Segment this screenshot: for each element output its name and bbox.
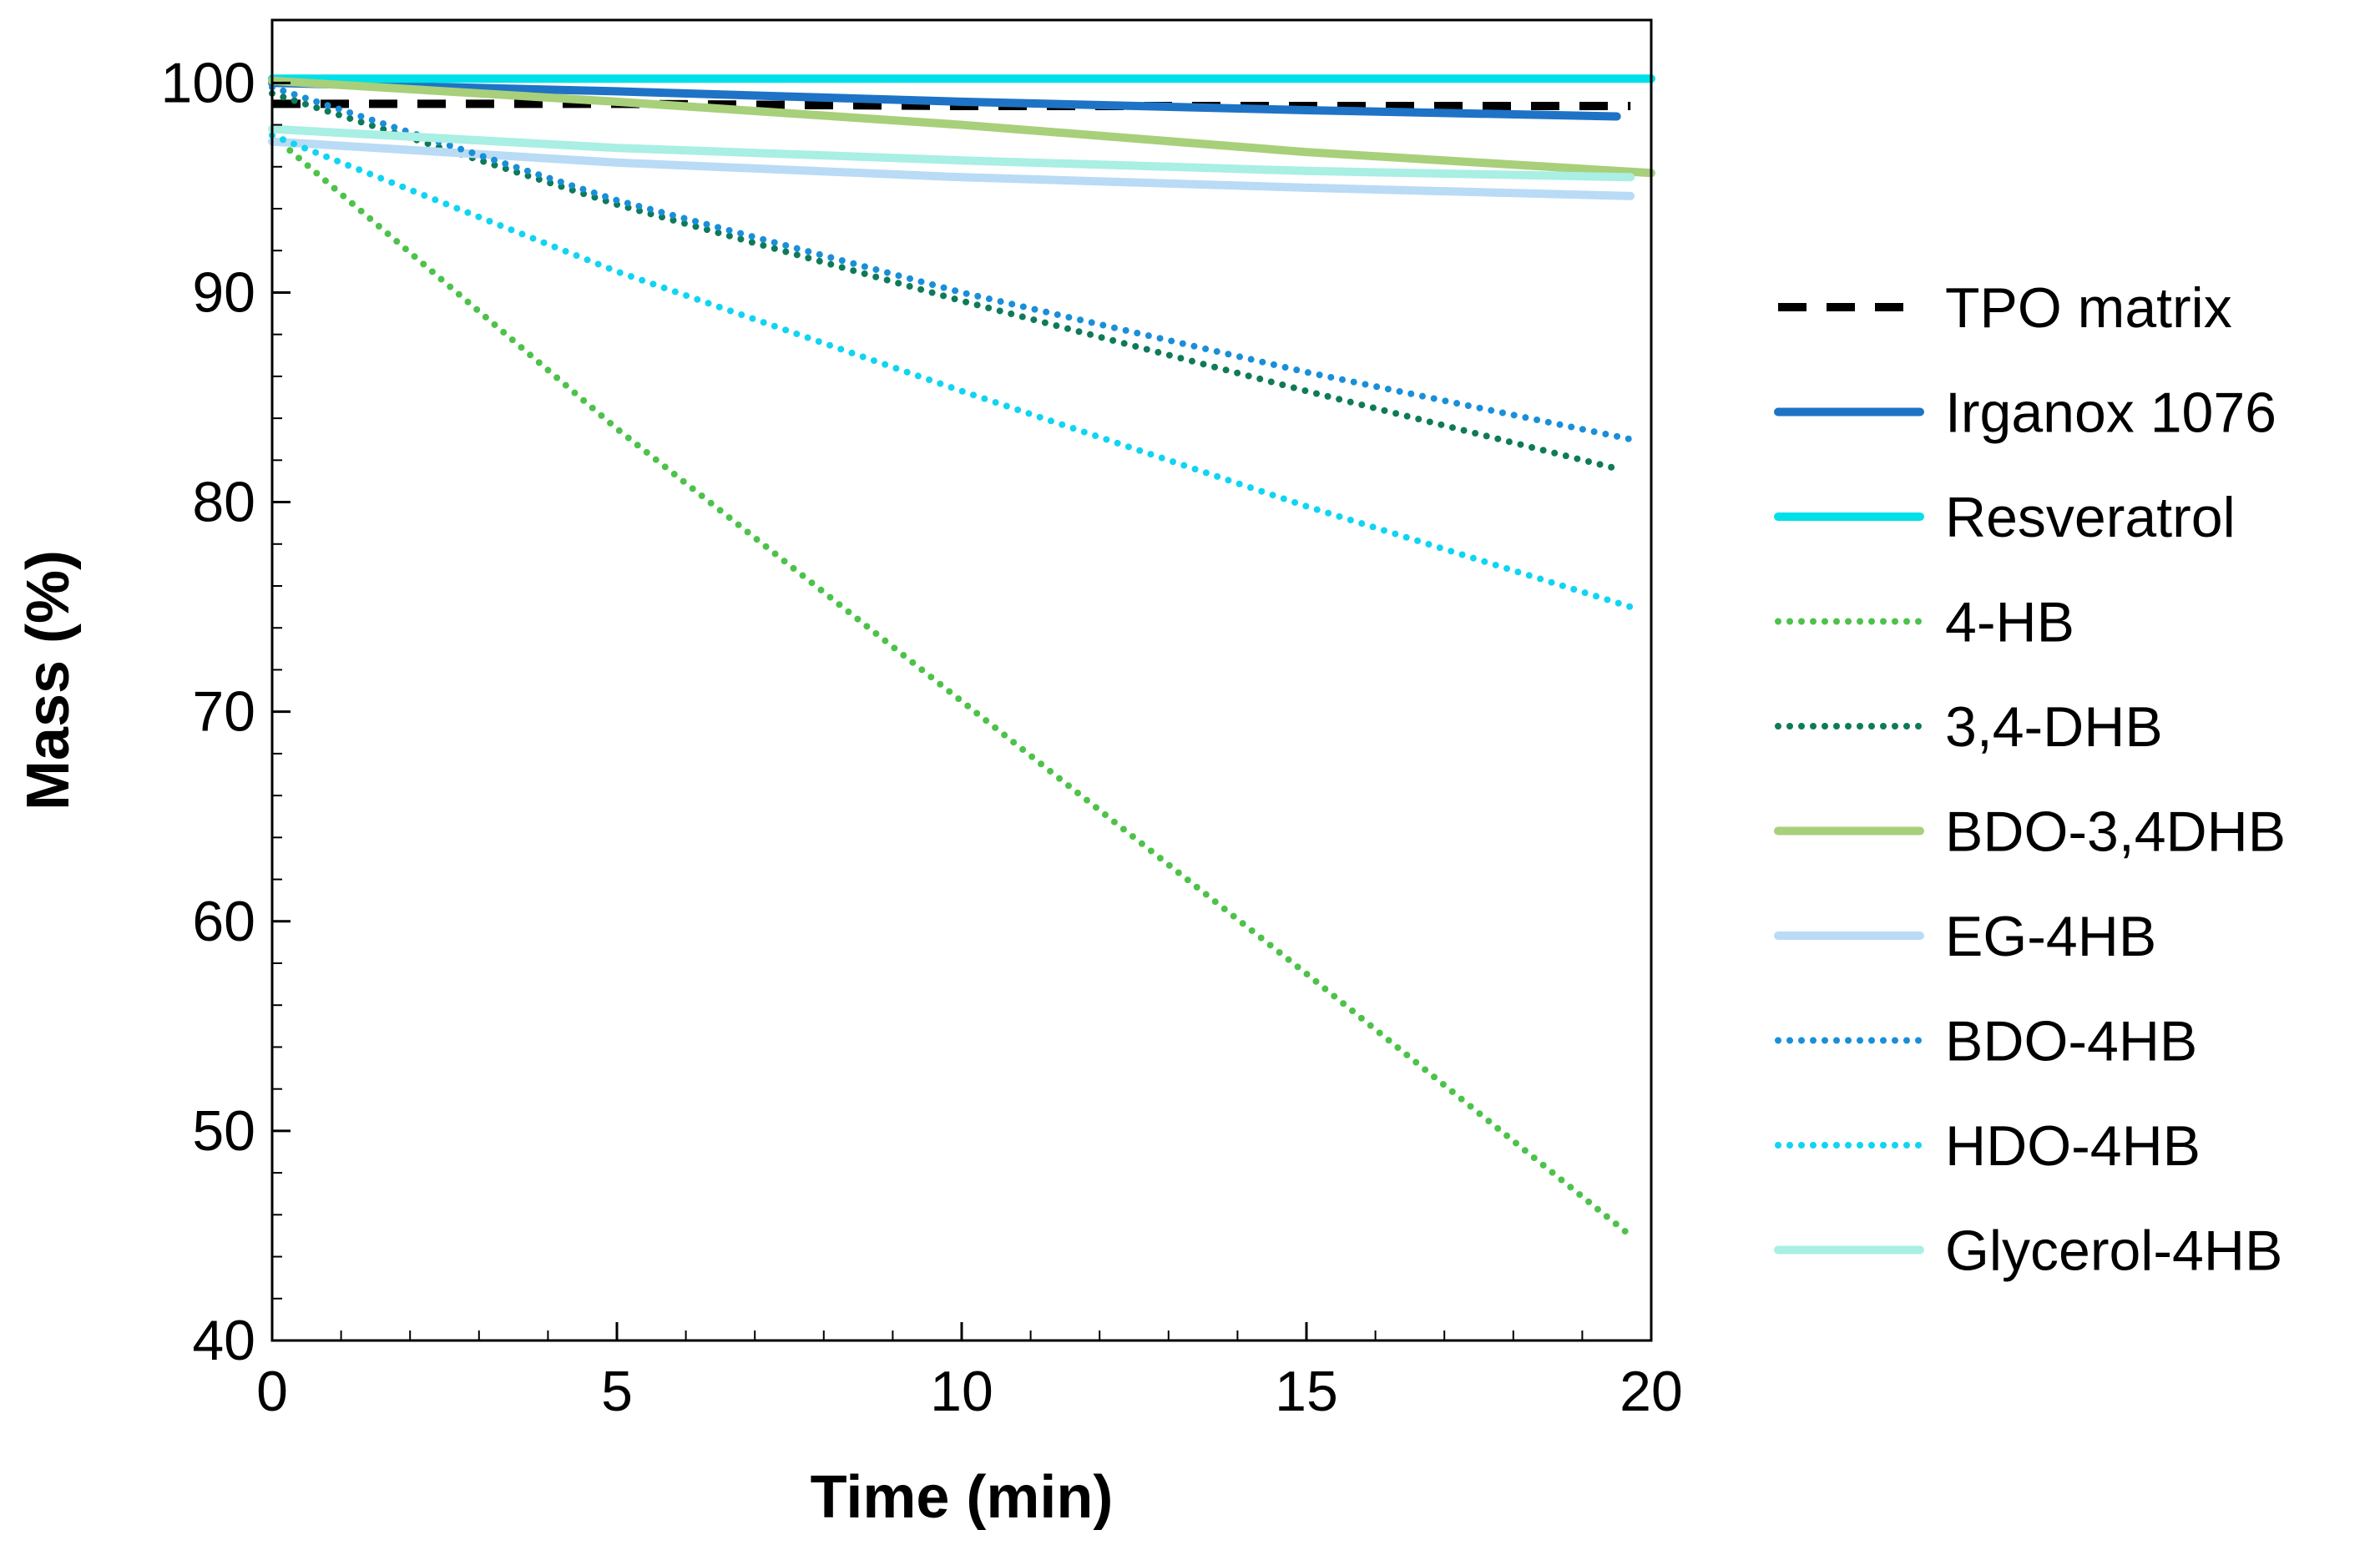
y-tick-label: 100 <box>161 51 255 114</box>
y-tick-label: 60 <box>192 890 255 953</box>
legend-label: 4-HB <box>1945 591 2074 654</box>
x-tick-label: 0 <box>256 1360 288 1423</box>
y-tick-label: 50 <box>192 1099 255 1163</box>
x-axis-title: Time (min) <box>811 1464 1114 1531</box>
x-tick-label: 15 <box>1275 1360 1338 1423</box>
legend-label: EG-4HB <box>1945 905 2156 968</box>
series-layer <box>268 74 1655 1240</box>
x-tick-label: 20 <box>1620 1360 1683 1423</box>
legend-label: BDO-4HB <box>1945 1010 2197 1073</box>
y-axis-title: Mass (%) <box>15 550 82 810</box>
y-tick-label: 80 <box>192 471 255 534</box>
series-line-3-4-dhb <box>269 89 1620 472</box>
legend: TPO matrix Irganox 1076 Resveratrol 4-HB 3,4… <box>1774 276 2286 1283</box>
legend-label: Irganox 1076 <box>1945 381 2276 445</box>
x-tick-label: 5 <box>601 1360 633 1423</box>
series-line-glycerol-4hb <box>268 124 1635 182</box>
legend-label: HDO-4HB <box>1945 1114 2201 1178</box>
y-tick-label: 70 <box>192 680 255 744</box>
legend-label: 3,4-DHB <box>1945 695 2163 759</box>
legend-label: TPO matrix <box>1945 276 2232 340</box>
series-line-irganox-1076 <box>268 78 1621 121</box>
series-line-hdo-4hb <box>269 132 1635 611</box>
legend-label: Resveratrol <box>1945 486 2236 549</box>
series-line-tpo-matrix <box>272 99 1631 110</box>
y-tick-label: 40 <box>192 1309 255 1372</box>
legend-label: Glycerol-4HB <box>1945 1219 2282 1283</box>
y-tick-label: 90 <box>192 260 255 324</box>
series-line-4-hb <box>269 132 1635 1240</box>
series-line-eg-4hb <box>268 137 1635 200</box>
axes-layer: 40 50 60 70 80 90 100 0 5 10 15 20 <box>161 51 1683 1423</box>
series-line-bdo-3-4dhb <box>268 76 1655 178</box>
legend-label: BDO-3,4DHB <box>1945 800 2286 864</box>
x-tick-label: 10 <box>930 1360 993 1423</box>
